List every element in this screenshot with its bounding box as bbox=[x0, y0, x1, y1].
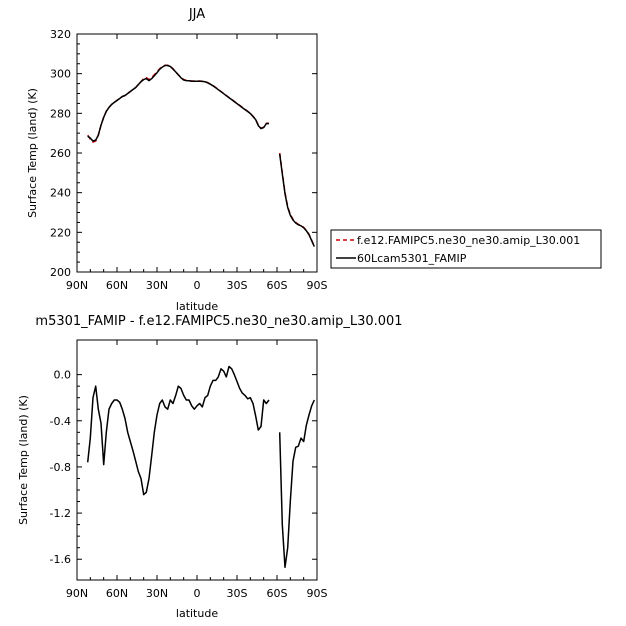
bottom-panel: m5301_FAMIP - f.e12.FAMIPC5.ne30_ne30.am… bbox=[17, 314, 403, 620]
x-tick-label: 0 bbox=[194, 279, 201, 292]
series-2-line-segment-1 bbox=[87, 64, 269, 142]
top-plot-frame bbox=[76, 33, 318, 273]
bottom-y-axis-label: Surface Temp (land) (K) bbox=[17, 395, 30, 525]
y-tick-label: -0.4 bbox=[50, 415, 71, 428]
x-tick-label: 30N bbox=[146, 587, 168, 600]
x-tick-label: 90N bbox=[66, 587, 88, 600]
y-tick-label: 300 bbox=[50, 68, 71, 81]
y-tick-label: -1.2 bbox=[50, 507, 71, 520]
top-y-axis-label: Surface Temp (land) (K) bbox=[26, 88, 39, 218]
y-tick-label: 280 bbox=[50, 107, 71, 120]
x-tick-label: 30S bbox=[227, 587, 248, 600]
y-tick-label: 200 bbox=[50, 266, 71, 279]
y-tick-label: 0.0 bbox=[54, 369, 72, 382]
top-y-axis: 200 220 240 260 280 300 320 bbox=[50, 28, 317, 279]
top-panel: JJA 200 220 240 260 280 300 320 90N 60N 30N 0 30S 6… bbox=[26, 7, 602, 313]
y-tick-label: -0.8 bbox=[50, 461, 71, 474]
top-chart-title: JJA bbox=[188, 7, 205, 22]
legend-entry-1: f.e12.FAMIPC5.ne30_ne30.amip_L30.001 bbox=[357, 234, 580, 247]
legend-entry-2: 60Lcam5301_FAMIP bbox=[357, 252, 467, 265]
series-1-line-segment-2 bbox=[278, 152, 315, 247]
x-tick-label: 0 bbox=[194, 587, 201, 600]
x-tick-label: 30S bbox=[227, 279, 248, 292]
y-tick-label: -1.6 bbox=[50, 553, 71, 566]
legend: f.e12.FAMIPC5.ne30_ne30.amip_L30.001 60L… bbox=[330, 229, 602, 269]
legend-box bbox=[330, 229, 602, 269]
series-1-line-segment-2 bbox=[278, 399, 315, 569]
x-tick-label: 90N bbox=[66, 279, 88, 292]
x-tick-label: 60N bbox=[106, 279, 128, 292]
y-tick-label: 240 bbox=[50, 187, 71, 200]
top-x-axis-label: latitude bbox=[176, 300, 218, 313]
y-tick-label: 260 bbox=[50, 147, 71, 160]
x-tick-label: 60N bbox=[106, 587, 128, 600]
bottom-series-lines bbox=[86, 365, 315, 569]
x-tick-label: 90S bbox=[307, 587, 328, 600]
y-tick-label: 220 bbox=[50, 226, 71, 239]
x-tick-label: 30N bbox=[146, 279, 168, 292]
top-series-lines bbox=[87, 64, 315, 247]
y-tick-label: 320 bbox=[50, 28, 71, 41]
series-1-line-segment-1 bbox=[87, 64, 269, 143]
x-tick-label: 90S bbox=[307, 279, 328, 292]
bottom-x-axis-label: latitude bbox=[176, 607, 218, 620]
series-1-line-segment-1 bbox=[86, 365, 270, 496]
x-tick-label: 60S bbox=[267, 587, 288, 600]
bottom-chart-title: m5301_FAMIP - f.e12.FAMIPC5.ne30_ne30.am… bbox=[35, 314, 402, 329]
series-2-line-segment-2 bbox=[278, 153, 315, 247]
x-tick-label: 60S bbox=[267, 279, 288, 292]
top-x-axis: 90N 60N 30N 0 30S 60S 90S bbox=[66, 34, 328, 292]
bottom-x-axis: 90N 60N 30N 0 30S 60S 90S bbox=[66, 340, 328, 600]
bottom-y-axis: 0.0 -0.4 -0.8 -1.2 -1.6 bbox=[50, 369, 317, 566]
